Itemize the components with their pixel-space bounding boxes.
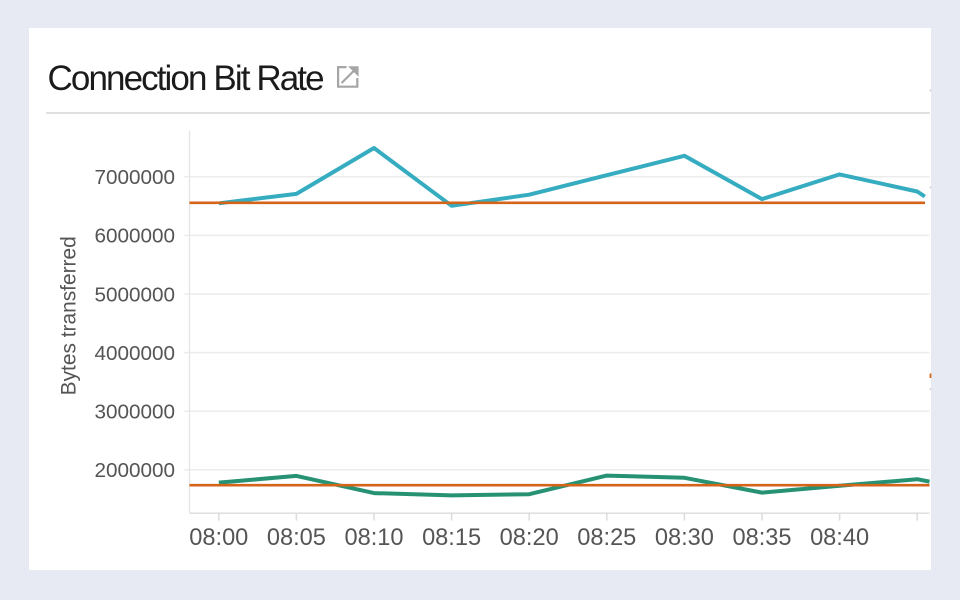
- svg-text:08:40: 08:40: [810, 525, 869, 551]
- svg-text:08:00: 08:00: [189, 525, 248, 551]
- svg-text:08:20: 08:20: [500, 525, 559, 551]
- svg-text:4000000: 4000000: [94, 342, 175, 365]
- svg-text:08:30: 08:30: [655, 525, 714, 551]
- svg-text:Bytes transferred: Bytes transferred: [58, 236, 81, 395]
- svg-text:08:15: 08:15: [422, 525, 481, 551]
- svg-text:08:10: 08:10: [344, 525, 403, 551]
- svg-text:7000000: 7000000: [94, 166, 175, 189]
- svg-text:3000000: 3000000: [94, 401, 175, 424]
- svg-text:08:05: 08:05: [267, 525, 326, 551]
- svg-text:08:25: 08:25: [577, 525, 636, 551]
- svg-text:08:35: 08:35: [732, 525, 791, 551]
- svg-text:2000000: 2000000: [94, 459, 175, 482]
- svg-text:5000000: 5000000: [94, 283, 175, 306]
- svg-text:6000000: 6000000: [94, 225, 175, 248]
